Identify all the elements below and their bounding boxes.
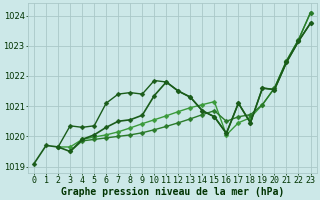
X-axis label: Graphe pression niveau de la mer (hPa): Graphe pression niveau de la mer (hPa) — [61, 186, 284, 197]
